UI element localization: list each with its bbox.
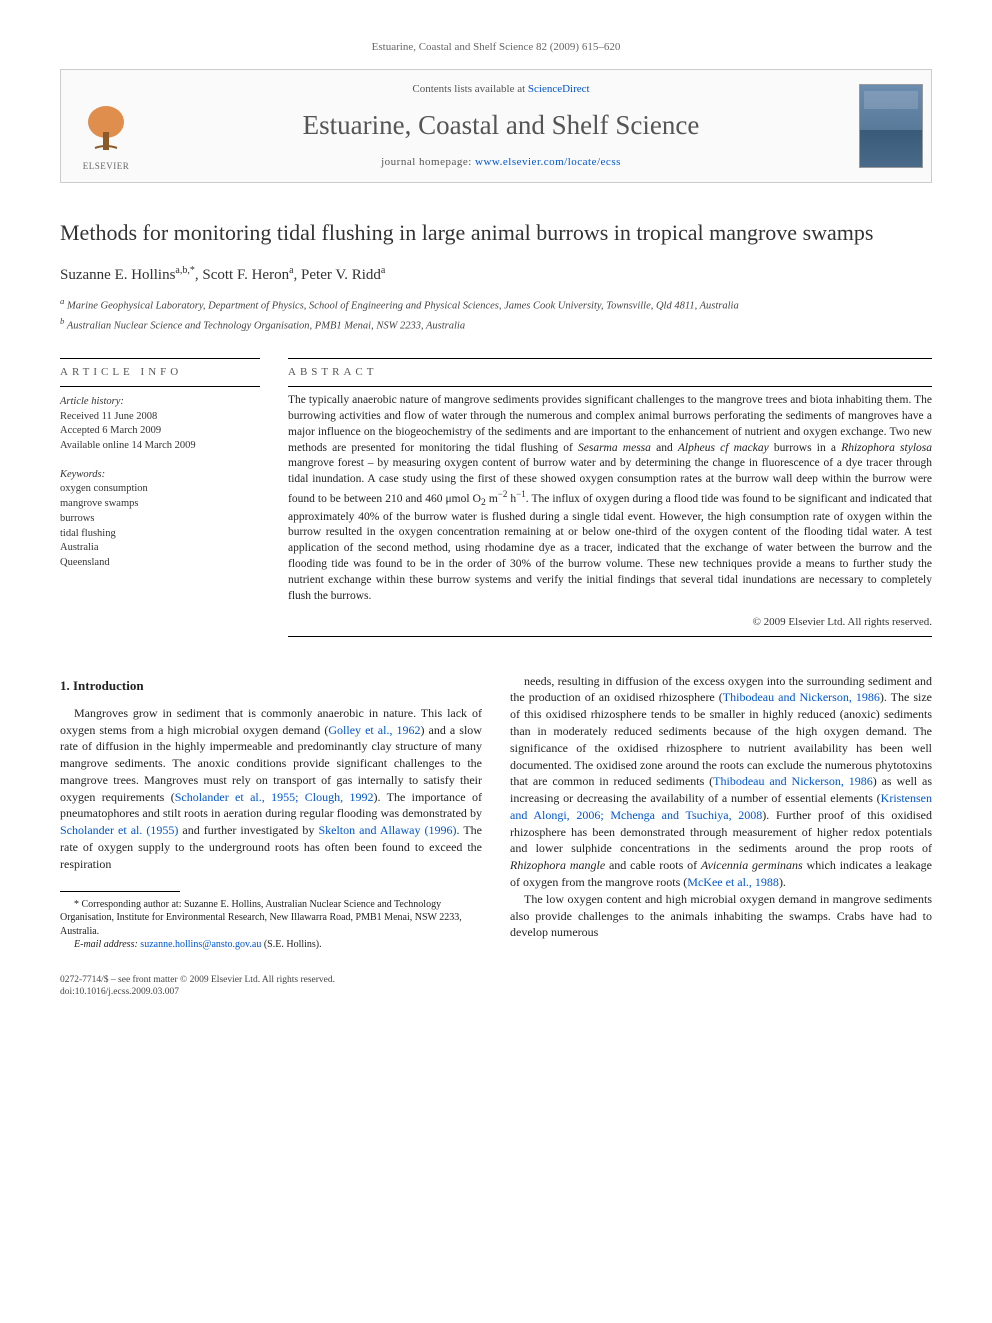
author-1: Suzanne E. Hollins [60, 267, 175, 283]
body-paragraph: needs, resulting in diffusion of the exc… [510, 673, 932, 891]
elsevier-tree-icon [83, 104, 129, 156]
sup: −2 [498, 489, 508, 499]
citation-link[interactable]: Golley et al., 1962 [328, 723, 420, 737]
rule [60, 358, 260, 359]
keyword: Queensland [60, 556, 260, 571]
corresponding-author: * Corresponding author at: Suzanne E. Ho… [60, 898, 482, 939]
contents-prefix: Contents lists available at [412, 83, 527, 95]
species: Rhizophora mangle [510, 858, 605, 872]
elsevier-logo: ELSEVIER [71, 92, 141, 172]
citation-link[interactable]: Scholander et al., 1955; Clough, 1992 [175, 790, 374, 804]
aff-b-sup: b [60, 316, 64, 326]
keyword: oxygen consumption [60, 482, 260, 497]
rule [288, 386, 932, 387]
keyword: tidal flushing [60, 527, 260, 542]
online-date: Available online 14 March 2009 [60, 439, 260, 454]
footnote-block: * Corresponding author at: Suzanne E. Ho… [60, 891, 482, 952]
journal-cover-thumbnail [859, 84, 923, 168]
article-title: Methods for monitoring tidal flushing in… [60, 219, 932, 248]
affiliation-a: a Marine Geophysical Laboratory, Departm… [60, 295, 932, 314]
issn-copyright: 0272-7714/$ – see front matter © 2009 El… [60, 974, 932, 986]
accepted-date: Accepted 6 March 2009 [60, 424, 260, 439]
email-link[interactable]: suzanne.hollins@ansto.gov.au [140, 939, 261, 950]
homepage-link[interactable]: www.elsevier.com/locate/ecss [475, 156, 621, 168]
body-paragraph: Mangroves grow in sediment that is commo… [60, 705, 482, 873]
header-center: Contents lists available at ScienceDirec… [151, 70, 851, 182]
email-suffix: (S.E. Hollins). [261, 939, 321, 950]
species: Rhizophora stylosa [841, 442, 932, 454]
abs-seg: m [486, 493, 498, 505]
author-1-sup: a,b,* [175, 265, 194, 276]
author-2: Scott F. Heron [202, 267, 289, 283]
aff-a-sup: a [60, 296, 64, 306]
authors: Suzanne E. Hollinsa,b,*, Scott F. Heron a… [60, 264, 932, 285]
contents-line: Contents lists available at ScienceDirec… [159, 82, 843, 97]
abs-seg: . The influx of oxygen during a flood ti… [288, 493, 932, 602]
journal-header: ELSEVIER Contents lists available at Sci… [60, 69, 932, 183]
species: Sesarma messa [578, 442, 651, 454]
abs-seg: burrows in a [769, 442, 841, 454]
footnote-rule [60, 891, 180, 892]
journal-reference: Estuarine, Coastal and Shelf Science 82 … [60, 40, 932, 55]
sup: −1 [516, 489, 526, 499]
rule [288, 358, 932, 359]
publisher-logo-cell: ELSEVIER [61, 70, 151, 182]
section-heading-intro: 1. Introduction [60, 677, 482, 695]
keyword: burrows [60, 512, 260, 527]
seg: ). [779, 875, 786, 889]
homepage-prefix: journal homepage: [381, 156, 475, 168]
body-paragraph: The low oxygen content and high microbia… [510, 891, 932, 941]
footer: 0272-7714/$ – see front matter © 2009 El… [60, 974, 932, 999]
citation-link[interactable]: Skelton and Allaway (1996) [318, 823, 456, 837]
publisher-name: ELSEVIER [83, 160, 130, 172]
abstract-heading: ABSTRACT [288, 365, 932, 380]
abstract-text: The typically anaerobic nature of mangro… [288, 393, 932, 605]
sciencedirect-link[interactable]: ScienceDirect [528, 83, 590, 95]
citation-link[interactable]: McKee et al., 1988 [687, 875, 779, 889]
abs-seg: h [507, 493, 516, 505]
author-3-sup: a [381, 265, 385, 276]
article-info-col: ARTICLE INFO Article history: Received 1… [60, 352, 260, 642]
abs-seg: and [651, 442, 678, 454]
affiliations: a Marine Geophysical Laboratory, Departm… [60, 295, 932, 334]
header-right [851, 70, 931, 182]
doi: doi:10.1016/j.ecss.2009.03.007 [60, 986, 932, 998]
abstract-col: ABSTRACT The typically anaerobic nature … [288, 352, 932, 642]
seg: and cable roots of [605, 858, 701, 872]
author-3: Peter V. Ridd [301, 267, 381, 283]
citation-link[interactable]: Scholander et al. (1955) [60, 823, 178, 837]
sep: , [294, 267, 302, 283]
aff-a-text: Marine Geophysical Laboratory, Departmen… [67, 300, 739, 311]
aff-b-text: Australian Nuclear Science and Technolog… [67, 321, 465, 332]
email-line: E-mail address: suzanne.hollins@ansto.go… [60, 938, 482, 952]
journal-name: Estuarine, Coastal and Shelf Science [159, 107, 843, 143]
received-date: Received 11 June 2008 [60, 410, 260, 425]
affiliation-b: b Australian Nuclear Science and Technol… [60, 315, 932, 334]
article-history: Article history: Received 11 June 2008 A… [60, 395, 260, 571]
info-abstract-row: ARTICLE INFO Article history: Received 1… [60, 352, 932, 642]
keyword: mangrove swamps [60, 497, 260, 512]
rule [288, 636, 932, 637]
species: Alpheus cf mackay [678, 442, 769, 454]
keyword: Australia [60, 541, 260, 556]
email-label: E-mail address: [74, 939, 140, 950]
article-info-heading: ARTICLE INFO [60, 365, 260, 380]
history-label: Article history: [60, 395, 260, 410]
keywords-label: Keywords: [60, 468, 260, 483]
citation-link[interactable]: Thibodeau and Nickerson, 1986 [723, 690, 880, 704]
citation-link[interactable]: Thibodeau and Nickerson, 1986 [713, 774, 873, 788]
homepage-line: journal homepage: www.elsevier.com/locat… [159, 155, 843, 170]
copyright: © 2009 Elsevier Ltd. All rights reserved… [288, 615, 932, 630]
body-columns: 1. Introduction Mangroves grow in sedime… [60, 673, 932, 952]
seg: and further investigated by [178, 823, 318, 837]
rule [60, 386, 260, 387]
species: Avicennia germinans [701, 858, 803, 872]
